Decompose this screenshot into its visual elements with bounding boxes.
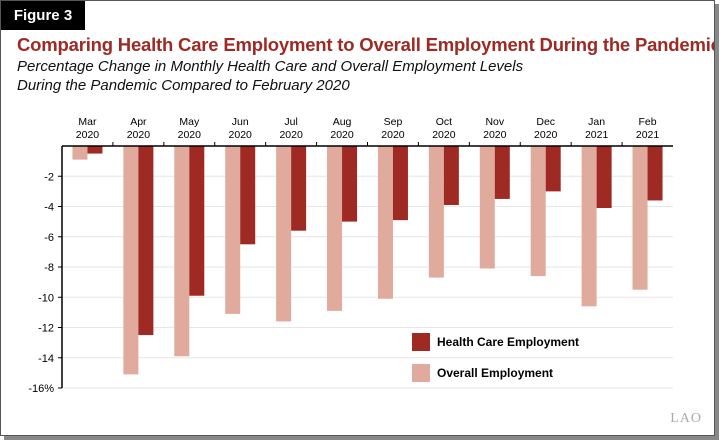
bar-health-care-employment xyxy=(443,146,459,205)
x-tick-label-year: 2020 xyxy=(279,129,303,141)
legend-swatch xyxy=(412,364,430,382)
bar-chart: -2-4-6-8-10-12-14-16%Mar2020Apr2020May20… xyxy=(28,116,673,395)
bar-overall-employment xyxy=(174,146,190,357)
x-tick-label: Jun xyxy=(232,116,249,128)
y-tick-label: -16% xyxy=(28,383,54,395)
bar-health-care-employment xyxy=(87,146,103,154)
chart-subtitle-line-2: During the Pandemic Compared to February… xyxy=(17,77,350,94)
x-tick-label: Jul xyxy=(284,116,297,128)
x-tick-label: Nov xyxy=(485,116,504,128)
x-tick-label: Feb xyxy=(638,116,656,128)
x-tick-label-year: 2020 xyxy=(178,129,202,141)
bar-overall-employment xyxy=(428,146,444,278)
x-tick-label-year: 2020 xyxy=(330,129,354,141)
bar-health-care-employment xyxy=(342,146,358,222)
y-tick-label: -6 xyxy=(44,232,54,244)
x-tick-label-year: 2020 xyxy=(381,129,405,141)
bar-overall-employment xyxy=(123,146,139,375)
y-tick-label: -12 xyxy=(38,323,54,335)
bar-health-care-employment xyxy=(240,146,256,245)
y-tick-label: -14 xyxy=(38,353,54,365)
bar-health-care-employment xyxy=(189,146,205,296)
bar-overall-employment xyxy=(632,146,648,290)
bar-health-care-employment xyxy=(545,146,561,192)
legend-swatch xyxy=(412,333,430,351)
bar-overall-employment xyxy=(276,146,292,322)
bar-overall-employment xyxy=(377,146,393,299)
legend-label: Overall Employment xyxy=(437,366,553,380)
x-tick-label-year: 2020 xyxy=(127,129,151,141)
bar-overall-employment xyxy=(530,146,546,277)
x-tick-label-year: 2020 xyxy=(229,129,253,141)
chart-subtitle-line-1: Percentage Change in Monthly Health Care… xyxy=(17,58,524,75)
lao-logo: LAO xyxy=(670,411,702,426)
figure-label: Figure 3 xyxy=(1,1,85,30)
bar-health-care-employment xyxy=(392,146,408,221)
bar-overall-employment xyxy=(225,146,241,314)
x-tick-label-year: 2020 xyxy=(432,129,456,141)
x-tick-label: Oct xyxy=(436,116,452,128)
y-tick-label: -4 xyxy=(44,202,54,214)
x-tick-label-year: 2020 xyxy=(483,129,507,141)
x-tick-label: Dec xyxy=(536,116,555,128)
bar-health-care-employment xyxy=(291,146,307,231)
x-tick-label: May xyxy=(179,116,200,128)
bar-health-care-employment xyxy=(138,146,154,336)
bar-overall-employment xyxy=(327,146,343,311)
x-tick-label: Apr xyxy=(130,116,147,128)
bar-overall-employment xyxy=(72,146,88,160)
x-tick-label-year: 2020 xyxy=(76,129,100,141)
chart-title: Comparing Health Care Employment to Over… xyxy=(17,34,715,55)
bar-health-care-employment xyxy=(596,146,612,209)
bar-health-care-employment xyxy=(647,146,663,201)
legend-label: Health Care Employment xyxy=(437,335,579,349)
x-tick-label: Sep xyxy=(384,116,403,128)
y-tick-label: -10 xyxy=(38,292,54,304)
bar-health-care-employment xyxy=(494,146,510,199)
x-tick-label-year: 2021 xyxy=(636,129,660,141)
bar-overall-employment xyxy=(581,146,597,307)
bar-overall-employment xyxy=(479,146,495,269)
x-tick-label: Mar xyxy=(78,116,97,128)
x-tick-label-year: 2021 xyxy=(585,129,609,141)
x-tick-label-year: 2020 xyxy=(534,129,558,141)
y-tick-label: -8 xyxy=(44,262,54,274)
y-tick-label: -2 xyxy=(44,171,54,183)
x-tick-label: Aug xyxy=(333,116,352,128)
x-tick-label: Jan xyxy=(588,116,605,128)
